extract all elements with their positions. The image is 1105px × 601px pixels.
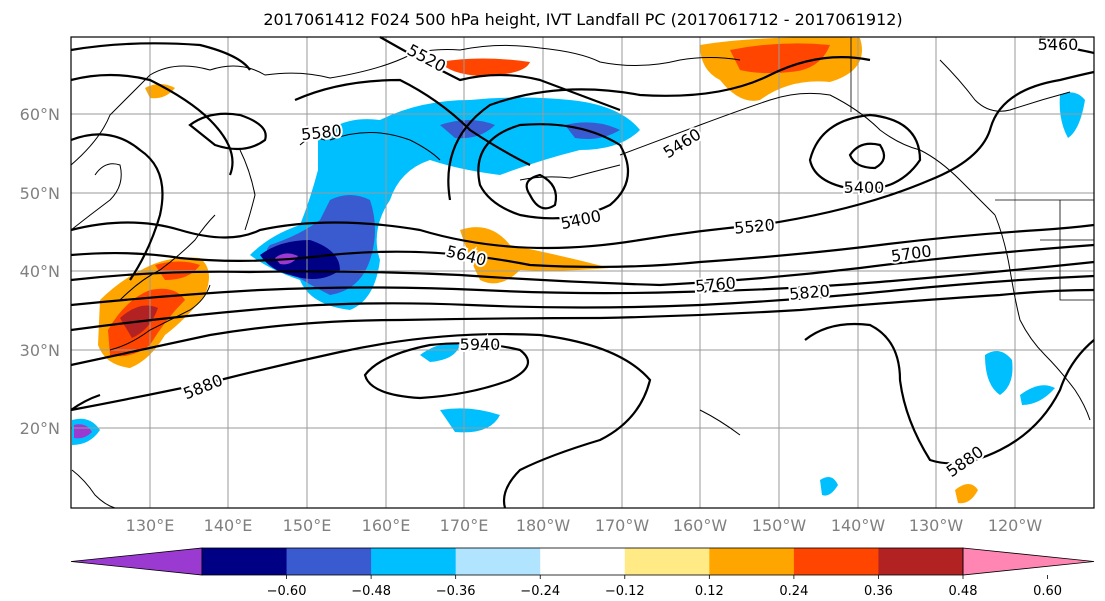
colorbar-tick-label: 0.24 xyxy=(779,584,808,599)
lon-label-170e: 170°E xyxy=(440,516,489,535)
ivt-shading xyxy=(72,37,1085,504)
colorbar-tick-label: 0.60 xyxy=(1033,584,1062,599)
colorbar-tick-label: −0.60 xyxy=(267,584,307,599)
contour-label-5760: 5760 xyxy=(694,273,736,295)
colorbar-bin xyxy=(624,548,710,575)
colorbar-bin xyxy=(709,548,795,575)
lon-label-160e: 160°E xyxy=(362,516,411,535)
colorbar-frame xyxy=(201,547,964,576)
borders xyxy=(850,37,1094,301)
figure-title: 2017061412 F024 500 hPa height, IVT Land… xyxy=(263,10,902,29)
colorbar-bin xyxy=(202,548,288,575)
colorbar-bin xyxy=(371,548,457,575)
lon-label-140e: 140°E xyxy=(204,516,253,535)
contour-label-5940: 5940 xyxy=(460,335,501,354)
colorbar-tick-label: 0.48 xyxy=(949,584,978,599)
lat-label-40n: 40°N xyxy=(20,262,60,281)
longitude-labels: 130°E 140°E 150°E 160°E 170°E 180°W 170°… xyxy=(126,516,1043,535)
lon-label-120w: 120°W xyxy=(988,516,1043,535)
colorbar-tick-label: 0.12 xyxy=(695,584,724,599)
lon-label-150e: 150°E xyxy=(283,516,332,535)
coastlines xyxy=(70,44,1091,509)
lon-label-130e: 130°E xyxy=(126,516,175,535)
map-panel: 5520 5580 5460 5400 5400 5520 5640 5700 … xyxy=(70,33,1095,509)
lat-label-20n: 20°N xyxy=(20,419,60,438)
colorbar-tick-label: −0.12 xyxy=(605,584,645,599)
colorbar-bin xyxy=(286,548,372,575)
lon-label-140w: 140°W xyxy=(831,516,886,535)
latitude-labels: 60°N 50°N 40°N 30°N 20°N xyxy=(20,105,60,438)
lon-label-170w: 170°W xyxy=(595,516,650,535)
colorbar-bin xyxy=(540,548,626,575)
contour-label-5520-south: 5520 xyxy=(733,215,775,237)
contour-label-5820: 5820 xyxy=(788,281,830,303)
colorbar-extend-high xyxy=(962,547,1095,576)
lat-label-30n: 30°N xyxy=(20,341,60,360)
colorbar-bin xyxy=(793,548,879,575)
colorbar-tick-label: −0.24 xyxy=(520,584,560,599)
graticule xyxy=(71,37,1094,508)
colorbar: −0.60 −0.48 −0.36 −0.24 −0.12 0.12 0.24 0.36 0.4… xyxy=(70,547,1095,599)
lon-label-180w: 180°W xyxy=(516,516,571,535)
colorbar-tick-label: 0.36 xyxy=(864,584,893,599)
lon-label-150w: 150°W xyxy=(752,516,807,535)
contour-label-5460-ne: 5460 xyxy=(1038,35,1079,54)
colorbar-tick-label: −0.48 xyxy=(351,584,391,599)
contour-label-5400-east: 5400 xyxy=(844,178,885,197)
lon-label-130w: 130°W xyxy=(909,516,964,535)
height-contours xyxy=(70,35,1095,509)
lon-label-160w: 160°W xyxy=(673,516,728,535)
colorbar-bin xyxy=(878,548,964,575)
map-frame xyxy=(70,36,1095,509)
colorbar-extend-low xyxy=(70,547,203,576)
lat-label-60n: 60°N xyxy=(20,105,60,124)
lat-label-50n: 50°N xyxy=(20,184,60,203)
colorbar-tick-label: −0.36 xyxy=(436,584,476,599)
colorbar-bin xyxy=(455,548,541,575)
